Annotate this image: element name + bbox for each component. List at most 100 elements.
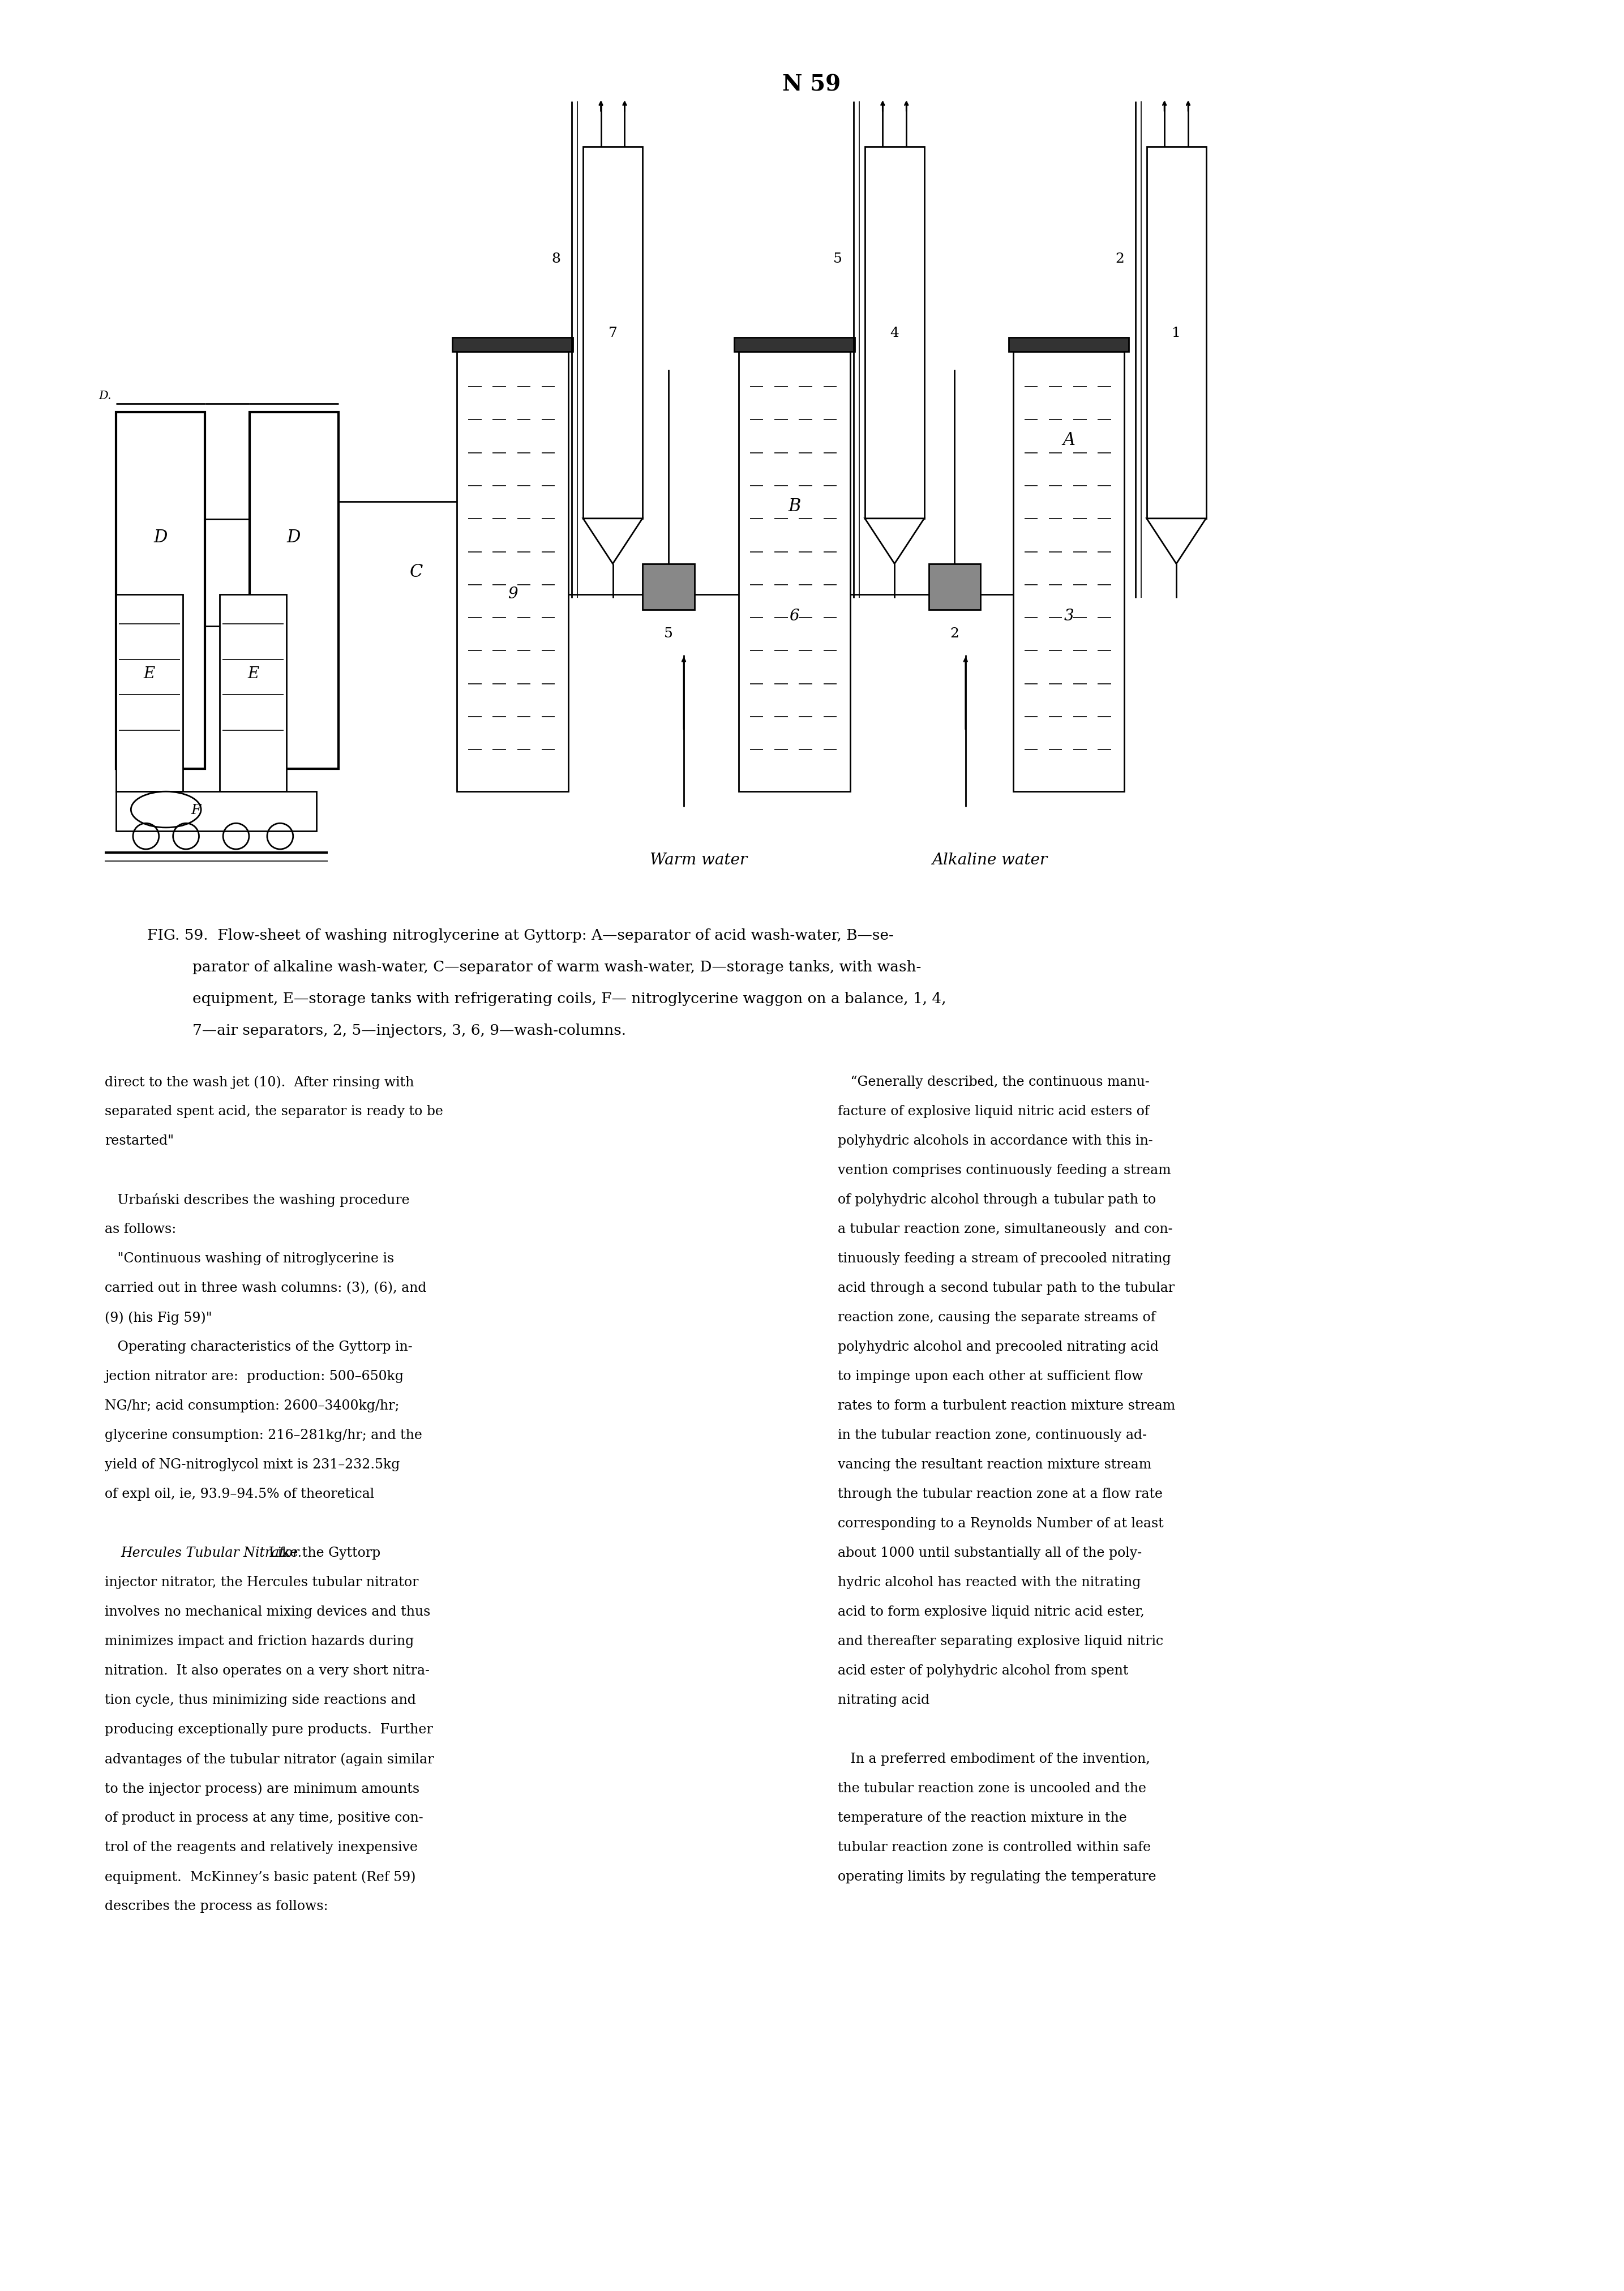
Text: Like the Gyttorp: Like the Gyttorp (261, 1546, 380, 1560)
Text: 4: 4 (890, 328, 900, 339)
Text: 6: 6 (789, 609, 799, 623)
Text: D: D (154, 529, 167, 545)
Bar (1013, 353, 1124, 793)
Text: producing exceptionally pure products.  Further: producing exceptionally pure products. F… (104, 1723, 434, 1737)
Text: B: B (788, 497, 801, 515)
Text: FIG. 59.  Flow-sheet of washing nitroglycerine at Gyttorp: A—separator of acid w: FIG. 59. Flow-sheet of washing nitroglyc… (148, 928, 893, 942)
Text: tinuously feeding a stream of precooled nitrating: tinuously feeding a stream of precooled … (838, 1251, 1171, 1265)
Text: Operating characteristics of the Gyttorp in-: Operating characteristics of the Gyttorp… (104, 1340, 412, 1354)
Text: advantages of the tubular nitrator (again similar: advantages of the tubular nitrator (agai… (104, 1753, 434, 1766)
Text: N 59: N 59 (783, 73, 841, 96)
Text: of polyhydric alcohol through a tubular path to: of polyhydric alcohol through a tubular … (838, 1194, 1156, 1205)
Text: injector nitrator, the Hercules tubular nitrator: injector nitrator, the Hercules tubular … (104, 1576, 419, 1588)
Text: nitration.  It also operates on a very short nitra-: nitration. It also operates on a very sh… (104, 1663, 430, 1677)
Text: D.: D. (99, 392, 112, 401)
Text: tion cycle, thus minimizing side reactions and: tion cycle, thus minimizing side reactio… (104, 1693, 416, 1707)
Bar (643, 564, 695, 609)
Text: Warm water: Warm water (650, 852, 747, 868)
Text: parator of alkaline wash-water, C—separator of warm wash-water, D—storage tanks,: parator of alkaline wash-water, C—separa… (193, 960, 921, 974)
Text: as follows:: as follows: (104, 1223, 175, 1235)
Text: describes the process as follows:: describes the process as follows: (104, 1899, 328, 1913)
Bar (1147, 147, 1207, 518)
Text: 8: 8 (552, 252, 560, 266)
Bar (1009, 337, 1129, 353)
Text: polyhydric alcohols in accordance with this in-: polyhydric alcohols in accordance with t… (838, 1134, 1153, 1148)
Bar (115, 412, 205, 770)
Text: F: F (192, 804, 201, 816)
Text: jection nitrator are:  production: 500–650kg: jection nitrator are: production: 500–65… (104, 1370, 404, 1384)
Bar (929, 564, 981, 609)
Text: equipment.  McKinney’s basic patent (Ref 59): equipment. McKinney’s basic patent (Ref … (104, 1869, 416, 1883)
Polygon shape (866, 518, 924, 564)
Text: equipment, E—storage tanks with refrigerating coils, F— nitroglycerine waggon on: equipment, E—storage tanks with refriger… (193, 992, 947, 1006)
Text: 7—air separators, 2, 5—injectors, 3, 6, 9—wash-columns.: 7—air separators, 2, 5—injectors, 3, 6, … (193, 1024, 627, 1038)
Text: 3: 3 (1064, 609, 1073, 623)
Text: temperature of the reaction mixture in the: temperature of the reaction mixture in t… (838, 1812, 1127, 1824)
Text: the tubular reaction zone is uncooled and the: the tubular reaction zone is uncooled an… (838, 1782, 1147, 1794)
Bar (734, 337, 854, 353)
Text: “Generally described, the continuous manu-: “Generally described, the continuous man… (838, 1074, 1150, 1088)
Bar (866, 147, 924, 518)
Text: NG/hr; acid consumption: 2600–3400kg/hr;: NG/hr; acid consumption: 2600–3400kg/hr; (104, 1400, 400, 1411)
Text: E: E (247, 667, 258, 680)
Text: trol of the reagents and relatively inexpensive: trol of the reagents and relatively inex… (104, 1840, 417, 1853)
Text: restarted": restarted" (104, 1134, 174, 1148)
Text: Alkaline water: Alkaline water (932, 852, 1047, 868)
Text: operating limits by regulating the temperature: operating limits by regulating the tempe… (838, 1869, 1156, 1883)
Text: polyhydric alcohol and precooled nitrating acid: polyhydric alcohol and precooled nitrati… (838, 1340, 1158, 1354)
Text: (9) (his Fig 59)": (9) (his Fig 59)" (104, 1310, 213, 1324)
Text: Urbański describes the washing procedure: Urbański describes the washing procedure (104, 1194, 409, 1207)
Text: and thereafter separating explosive liquid nitric: and thereafter separating explosive liqu… (838, 1633, 1163, 1647)
Text: of product in process at any time, positive con-: of product in process at any time, posit… (104, 1812, 424, 1824)
Text: separated spent acid, the separator is ready to be: separated spent acid, the separator is r… (104, 1104, 443, 1118)
Text: direct to the wash jet (10).  After rinsing with: direct to the wash jet (10). After rinsi… (104, 1074, 414, 1088)
Text: A: A (1062, 431, 1075, 449)
Text: tubular reaction zone is controlled within safe: tubular reaction zone is controlled with… (838, 1840, 1151, 1853)
Text: yield of NG-nitroglycol mixt is 231–232.5kg: yield of NG-nitroglycol mixt is 231–232.… (104, 1457, 400, 1471)
Text: C: C (409, 564, 424, 580)
Text: to the injector process) are minimum amounts: to the injector process) are minimum amo… (104, 1782, 419, 1794)
Text: acid through a second tubular path to the tubular: acid through a second tubular path to th… (838, 1281, 1174, 1294)
Text: vancing the resultant reaction mixture stream: vancing the resultant reaction mixture s… (838, 1457, 1151, 1471)
Ellipse shape (132, 793, 201, 827)
Text: 9: 9 (508, 586, 518, 603)
Text: 2: 2 (1116, 252, 1124, 266)
Bar (219, 596, 286, 793)
Text: glycerine consumption: 216–281kg/hr; and the: glycerine consumption: 216–281kg/hr; and… (104, 1430, 422, 1441)
Text: carried out in three wash columns: (3), (6), and: carried out in three wash columns: (3), … (104, 1281, 427, 1294)
Text: about 1000 until substantially all of the poly-: about 1000 until substantially all of th… (838, 1546, 1142, 1560)
Text: vention comprises continuously feeding a stream: vention comprises continuously feeding a… (838, 1164, 1171, 1178)
Text: nitrating acid: nitrating acid (838, 1693, 929, 1707)
Bar (456, 353, 568, 793)
Text: reaction zone, causing the separate streams of: reaction zone, causing the separate stre… (838, 1310, 1156, 1324)
Text: acid to form explosive liquid nitric acid ester,: acid to form explosive liquid nitric aci… (838, 1606, 1145, 1617)
Text: 2: 2 (950, 628, 960, 639)
Text: "Continuous washing of nitroglycerine is: "Continuous washing of nitroglycerine is (104, 1251, 395, 1265)
Text: In a preferred embodiment of the invention,: In a preferred embodiment of the inventi… (838, 1753, 1150, 1766)
Text: corresponding to a Reynolds Number of at least: corresponding to a Reynolds Number of at… (838, 1517, 1164, 1530)
Text: of expl oil, ie, 93.9–94.5% of theoretical: of expl oil, ie, 93.9–94.5% of theoretic… (104, 1487, 374, 1501)
Text: rates to form a turbulent reaction mixture stream: rates to form a turbulent reaction mixtu… (838, 1400, 1176, 1411)
Text: E: E (143, 667, 154, 680)
Text: involves no mechanical mixing devices and thus: involves no mechanical mixing devices an… (104, 1606, 430, 1617)
Text: 1: 1 (1173, 328, 1181, 339)
Bar (583, 147, 643, 518)
Text: D: D (287, 529, 300, 545)
Text: facture of explosive liquid nitric acid esters of: facture of explosive liquid nitric acid … (838, 1104, 1150, 1118)
Bar (250, 412, 338, 770)
Text: a tubular reaction zone, simultaneously  and con-: a tubular reaction zone, simultaneously … (838, 1223, 1173, 1235)
Text: Hercules Tubular Nitrator.: Hercules Tubular Nitrator. (120, 1546, 302, 1560)
Text: hydric alcohol has reacted with the nitrating: hydric alcohol has reacted with the nitr… (838, 1576, 1140, 1588)
Text: to impinge upon each other at sufficient flow: to impinge upon each other at sufficient… (838, 1370, 1143, 1384)
Bar (115, 596, 182, 793)
Text: acid ester of polyhydric alcohol from spent: acid ester of polyhydric alcohol from sp… (838, 1663, 1129, 1677)
Text: 5: 5 (664, 628, 672, 639)
Text: 5: 5 (833, 252, 843, 266)
Text: in the tubular reaction zone, continuously ad-: in the tubular reaction zone, continuous… (838, 1430, 1147, 1441)
Bar (115, 793, 317, 832)
Bar (739, 353, 849, 793)
Text: minimizes impact and friction hazards during: minimizes impact and friction hazards du… (104, 1633, 414, 1647)
Polygon shape (1147, 518, 1207, 564)
Text: 7: 7 (609, 328, 617, 339)
Polygon shape (583, 518, 643, 564)
